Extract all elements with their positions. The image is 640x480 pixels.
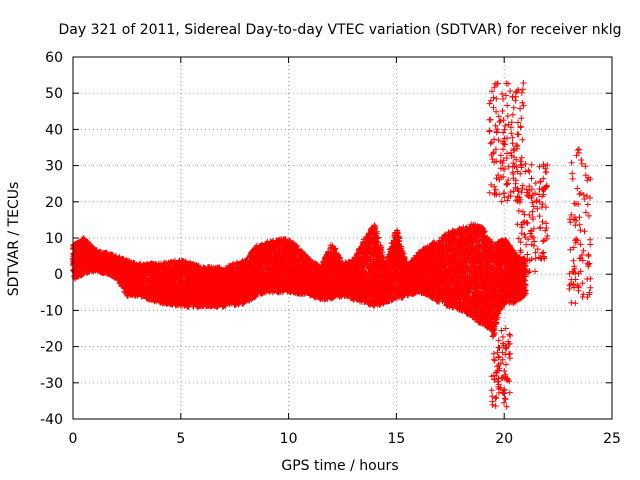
- y-tick-label: 40: [45, 122, 63, 138]
- x-tick-label: 5: [176, 431, 185, 447]
- y-tick-label: -20: [40, 340, 63, 356]
- y-tick-label: 60: [45, 50, 63, 66]
- y-tick-label: -10: [40, 303, 63, 319]
- y-axis-label: SDTVAR / TECUs: [6, 182, 22, 297]
- x-tick-label: 15: [387, 431, 405, 447]
- y-tick-label: 50: [45, 86, 63, 102]
- x-axis-label: GPS time / hours: [281, 458, 398, 474]
- y-tick-label: -30: [40, 376, 63, 392]
- x-tick-label: 20: [495, 431, 513, 447]
- y-tick-label: 20: [45, 195, 63, 211]
- y-tick-label: 0: [54, 267, 63, 283]
- x-tick-label: 25: [603, 431, 621, 447]
- tick-labels: 0 5 10 15 20 25 -40 -30 -20 -10 0 10 20 30 40 50 60: [40, 50, 621, 447]
- data-points: [70, 80, 594, 410]
- y-tick-label: -40: [40, 412, 63, 428]
- x-tick-label: 0: [69, 431, 78, 447]
- chart-title: Day 321 of 2011, Sidereal Day-to-day VTE…: [59, 22, 622, 38]
- y-tick-label: 30: [45, 159, 63, 175]
- x-tick-label: 10: [280, 431, 298, 447]
- y-tick-label: 10: [45, 231, 63, 247]
